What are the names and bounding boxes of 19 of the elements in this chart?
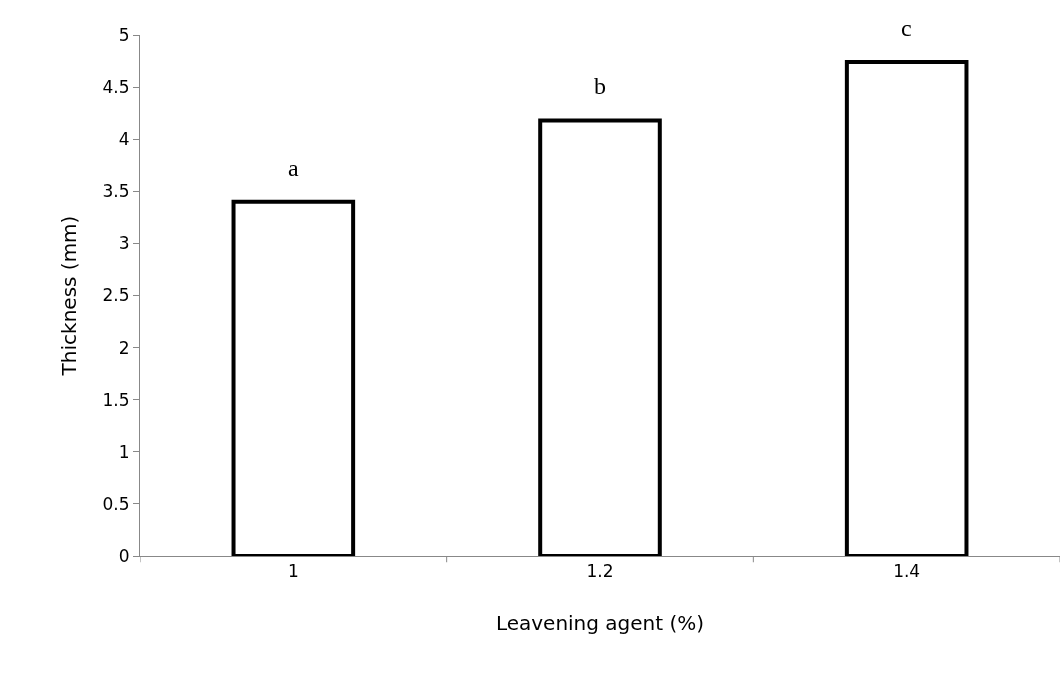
y-tick-label: 1 xyxy=(118,441,130,462)
y-tick-label: 4.5 xyxy=(102,77,130,98)
y-tick-label: 3.5 xyxy=(102,181,130,202)
annotation: c xyxy=(901,15,912,41)
x-tick-label: 1.4 xyxy=(893,561,921,582)
y-axis-title: Thickness (mm) xyxy=(57,215,82,377)
annotation: b xyxy=(594,73,606,99)
y-tick-label: 0.5 xyxy=(102,493,130,514)
y-tick-label: 5 xyxy=(118,24,130,45)
x-tick-label: 1.2 xyxy=(586,561,614,582)
y-tick-label: 1.5 xyxy=(102,389,130,410)
y-tick-label: 4 xyxy=(118,129,130,150)
y-tick-label: 2 xyxy=(118,337,130,358)
annotation: a xyxy=(288,155,299,181)
x-axis-title: Leavening agent (%) xyxy=(495,610,705,635)
y-tick-label: 2.5 xyxy=(102,285,130,306)
y-tick-label: 0 xyxy=(118,545,130,566)
x-tick-label: 1 xyxy=(287,561,299,582)
y-tick-label: 3 xyxy=(118,233,130,254)
